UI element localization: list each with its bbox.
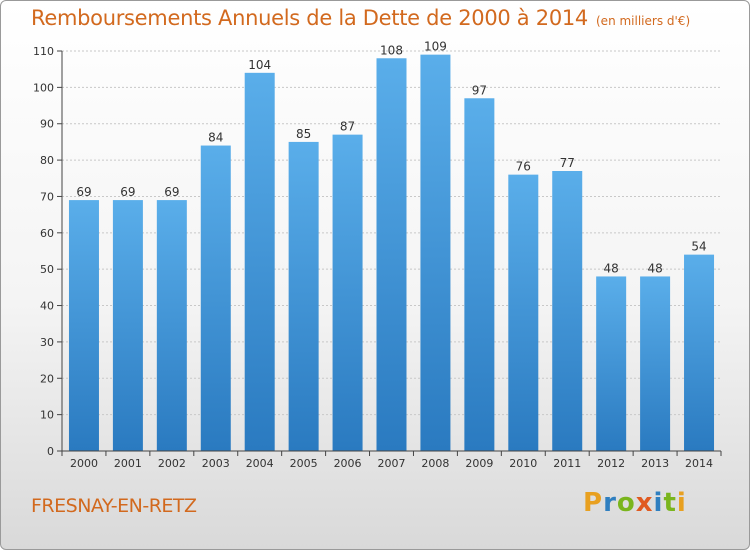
x-tick-label: 2001: [114, 457, 142, 470]
commune-name: FRESNAY-EN-RETZ: [31, 495, 197, 517]
x-tick-label: 2008: [421, 457, 449, 470]
y-tick-label: 70: [40, 190, 54, 203]
bar: [200, 145, 231, 451]
logo-letter: i: [653, 488, 664, 518]
bar: [288, 141, 319, 451]
bar-value-label: 48: [647, 261, 662, 275]
bar-value-label: 109: [424, 40, 447, 54]
x-axis-ticks: 2000 2001 2002 2003 2004 2005 2006 2007 2008 2009…: [61, 451, 722, 470]
x-tick-label: 2011: [553, 457, 581, 470]
x-tick-label: 2009: [465, 457, 493, 470]
bar-value-label: 48: [604, 261, 619, 275]
y-tick-label: 40: [40, 300, 54, 313]
bars: 69 69 69 84 104 85 87 108 109 97 76 77 48 48 54: [68, 40, 715, 452]
bar: [640, 276, 671, 451]
y-tick-label: 10: [40, 409, 54, 422]
bar-value-label: 77: [560, 156, 575, 170]
x-tick-label: 2012: [597, 457, 625, 470]
x-tick-label: 2003: [202, 457, 230, 470]
bar-value-label: 104: [248, 58, 271, 72]
bar: [244, 72, 275, 452]
logo-letter: o: [616, 488, 636, 518]
logo-letter: t: [663, 488, 677, 518]
y-tick-label: 90: [40, 118, 54, 131]
axes: [61, 51, 721, 452]
bar-value-label: 85: [296, 127, 311, 141]
y-tick-label: 0: [47, 445, 54, 458]
x-tick-label: 2000: [70, 457, 98, 470]
title-block: Remboursements Annuels de la Dette de 20…: [31, 6, 690, 30]
y-tick-label: 20: [40, 372, 54, 385]
chart-title: Remboursements Annuels de la Dette de 20…: [31, 6, 588, 30]
bar-value-label: 108: [380, 43, 403, 57]
unit-note: (en milliers d'€): [596, 14, 691, 28]
x-tick-label: 2005: [290, 457, 318, 470]
bar: [508, 174, 539, 452]
logo-letter: i: [676, 488, 687, 518]
y-tick-label: 110: [33, 45, 54, 58]
proxiti-logo: Proxiti: [583, 488, 687, 518]
bar: [68, 200, 99, 451]
x-tick-label: 2013: [641, 457, 669, 470]
logo-letter: x: [635, 488, 654, 518]
y-tick-label: 50: [40, 263, 54, 276]
x-tick-label: 2007: [378, 457, 406, 470]
bar-value-label: 69: [164, 185, 179, 199]
bar: [332, 134, 363, 452]
x-tick-label: 2014: [685, 457, 713, 470]
bar-value-label: 84: [208, 131, 223, 145]
bar: [420, 54, 451, 452]
bar: [112, 200, 143, 451]
bar-value-label: 69: [76, 185, 91, 199]
y-tick-label: 80: [40, 154, 54, 167]
bar: [596, 276, 627, 451]
bar: [376, 58, 407, 451]
y-tick-label: 60: [40, 227, 54, 240]
x-tick-label: 2006: [334, 457, 362, 470]
x-tick-label: 2002: [158, 457, 186, 470]
bar-value-label: 87: [340, 120, 355, 134]
bar-value-label: 69: [120, 185, 135, 199]
logo-letter: r: [603, 488, 617, 518]
bar: [156, 200, 187, 451]
bar-value-label: 76: [516, 160, 531, 174]
bar: [684, 254, 715, 451]
bar: [552, 171, 583, 451]
y-tick-label: 100: [33, 81, 54, 94]
bar: [464, 98, 495, 451]
y-axis-ticks: 0 10 20 30 40 50 60 70 80 90 100 110: [33, 45, 62, 458]
x-tick-label: 2010: [509, 457, 537, 470]
y-tick-label: 30: [40, 336, 54, 349]
x-tick-label: 2004: [246, 457, 274, 470]
bar-value-label: 97: [472, 83, 487, 97]
logo-letter: P: [583, 488, 604, 518]
bar-value-label: 54: [691, 240, 706, 254]
